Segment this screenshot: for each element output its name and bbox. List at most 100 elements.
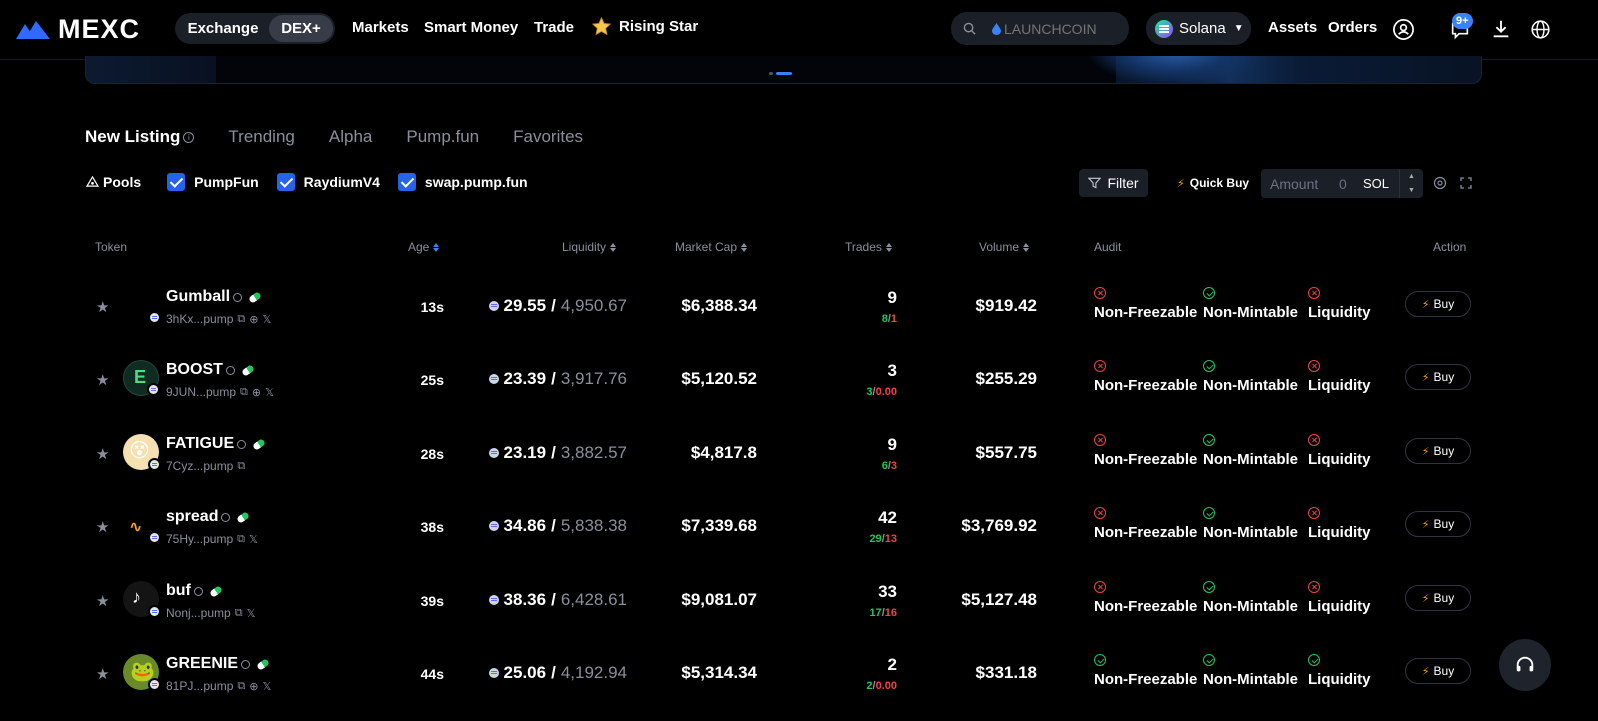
stepper-down-icon[interactable]: ▼ [1408, 187, 1415, 195]
x-twitter-icon[interactable]: 𝕏 [249, 533, 258, 546]
nav-rising-star[interactable]: Rising Star [591, 16, 698, 37]
audit-liquidity: Liquidity [1308, 343, 1374, 416]
download-icon[interactable] [1488, 16, 1514, 42]
table-row[interactable]: ★ ∿ spread 75Hy...pump ⧉ 𝕏 38s 34.86 / 5… [0, 490, 1598, 563]
exchange-toggle[interactable]: Exchange [187, 20, 259, 37]
search-input[interactable] [1004, 20, 1124, 37]
table-row[interactable]: ★ E BOOST 9JUN...pump ⧉ ⊕ 𝕏 25s 23.39 / … [0, 343, 1598, 416]
stepper-up-icon[interactable]: ▲ [1408, 172, 1415, 180]
audit-item: Liquidity [1308, 287, 1374, 321]
chain-selector[interactable]: Solana ▼ [1146, 12, 1251, 45]
favorite-star-icon[interactable]: ★ [96, 519, 110, 536]
token-name-line[interactable]: FATIGUE [166, 435, 267, 453]
favorite-star-icon[interactable]: ★ [96, 446, 110, 463]
x-twitter-icon[interactable]: 𝕏 [246, 607, 256, 620]
support-button[interactable] [1499, 639, 1551, 691]
token-name-line[interactable]: Gumball [166, 288, 262, 306]
copy-icon[interactable]: ⧉ [237, 459, 246, 472]
copy-icon[interactable]: ⧉ [240, 385, 248, 398]
nav-trade[interactable]: Trade [534, 19, 575, 36]
quick-buy-button[interactable]: ⚡ Buy [1405, 585, 1471, 611]
tab-pump-fun[interactable]: Pump.fun [406, 127, 480, 146]
nav-smart-money[interactable]: Smart Money [424, 19, 519, 36]
notification-badge: 9+ [1452, 13, 1473, 29]
info-icon[interactable]: i [183, 132, 195, 144]
search-icon[interactable] [241, 659, 251, 669]
copy-icon[interactable]: ⧉ [237, 312, 246, 325]
token-age: 44s [420, 666, 444, 682]
buy-sell-count: 8/1 [882, 313, 897, 325]
website-globe-icon[interactable]: ⊕ [249, 313, 259, 326]
mexc-logo[interactable]: MEXC [16, 14, 140, 45]
copy-icon[interactable]: ⧉ [234, 606, 243, 619]
table-row[interactable]: ★ 😵 FATIGUE 7Cyz...pump ⧉ 28s 23.19 / 3,… [0, 417, 1598, 490]
quick-buy-button[interactable]: ⚡ Buy [1405, 658, 1471, 684]
x-twitter-icon[interactable]: 𝕏 [262, 680, 272, 693]
liquidity-sol: 29.55 [503, 296, 547, 315]
website-globe-icon[interactable]: ⊕ [251, 386, 262, 399]
buy-label: Buy [1433, 297, 1455, 311]
search-icon[interactable] [193, 586, 203, 596]
amount-value[interactable]: 0 [1339, 175, 1347, 192]
search-icon[interactable] [221, 512, 231, 522]
token-name-line[interactable]: BOOST [166, 361, 255, 379]
x-twitter-icon[interactable]: 𝕏 [265, 386, 274, 399]
quick-buy-button[interactable]: ⚡ Buy [1405, 511, 1471, 537]
col-trades[interactable]: Trades [845, 240, 892, 254]
tab-new-listing[interactable]: New Listing i [85, 127, 195, 147]
expand-icon[interactable] [1459, 176, 1473, 190]
search-box[interactable] [951, 12, 1129, 45]
col-market-cap[interactable]: Market Cap [675, 240, 748, 254]
nav-assets[interactable]: Assets [1268, 19, 1318, 36]
x-circle-icon [1308, 360, 1320, 372]
favorite-star-icon[interactable]: ★ [96, 666, 110, 683]
nav-markets[interactable]: Markets [352, 19, 409, 36]
globe-icon[interactable] [1527, 16, 1553, 42]
quick-buy-amount-input[interactable]: Amount 0 SOL ▲ ▼ [1261, 169, 1423, 198]
favorite-star-icon[interactable]: ★ [96, 299, 110, 316]
liquidity-cell: 23.19 / 3,882.57 [488, 443, 627, 463]
tab-new-listing-label: New Listing [85, 127, 181, 146]
quick-buy-button[interactable]: ⚡ Buy [1405, 438, 1471, 464]
website-globe-icon[interactable]: ⊕ [249, 680, 259, 693]
carousel-dot[interactable] [769, 72, 773, 75]
table-row[interactable]: ★ 🐸 GREENIE 81PJ...pump ⧉ ⊕ 𝕏 44s 25.06 … [0, 637, 1598, 710]
amount-stepper[interactable]: ▲ ▼ [1399, 169, 1423, 198]
tab-favorites[interactable]: Favorites [513, 127, 584, 146]
search-icon[interactable] [237, 439, 247, 449]
sell-count: 16 [884, 607, 897, 619]
col-age[interactable]: Age [408, 240, 440, 254]
x-twitter-icon[interactable]: 𝕏 [262, 313, 272, 326]
copy-icon[interactable]: ⧉ [237, 679, 246, 692]
account-icon[interactable] [1390, 16, 1416, 42]
tab-alpha[interactable]: Alpha [328, 127, 373, 146]
quick-buy-button[interactable]: ⚡ Buy [1405, 364, 1471, 390]
audit-label: Non-Freezable [1094, 304, 1198, 321]
promo-banner[interactable] [85, 56, 1482, 84]
audit-item: Liquidity [1308, 581, 1374, 615]
pill-icon [240, 363, 255, 377]
token-name-line[interactable]: spread [166, 508, 251, 526]
col-volume[interactable]: Volume [979, 240, 1030, 254]
dex-plus-toggle[interactable]: DEX+ [269, 15, 333, 42]
pool-checkbox-pumpfun[interactable]: PumpFun [167, 173, 259, 191]
favorite-star-icon[interactable]: ★ [96, 593, 110, 610]
filter-button[interactable]: Filter [1079, 169, 1148, 197]
tab-trending[interactable]: Trending [228, 127, 295, 146]
table-row[interactable]: ★ ♪ buf Nonj...pump ⧉ 𝕏 39s 38.36 / 6,42… [0, 564, 1598, 637]
token-name-line[interactable]: buf [166, 582, 223, 600]
favorite-star-icon[interactable]: ★ [96, 372, 110, 389]
market-cap: $5,314.34 [681, 663, 757, 682]
token-name-line[interactable]: GREENIE [166, 655, 270, 673]
nav-orders[interactable]: Orders [1328, 19, 1378, 36]
carousel-dot-active[interactable] [776, 72, 792, 75]
search-icon[interactable] [225, 365, 235, 375]
quick-buy-button[interactable]: ⚡ Buy [1405, 291, 1471, 317]
col-liquidity[interactable]: Liquidity [562, 240, 617, 254]
search-icon[interactable] [233, 292, 243, 302]
pool-checkbox-swap-pump-fun[interactable]: swap.pump.fun [397, 173, 528, 191]
settings-icon[interactable] [1433, 176, 1447, 190]
table-row[interactable]: ★ Gumball 3hKx...pump ⧉ ⊕ 𝕏 13s 29.55 / … [0, 270, 1598, 343]
pool-checkbox-raydiumv4[interactable]: RaydiumV4 [276, 173, 380, 191]
copy-icon[interactable]: ⧉ [237, 532, 246, 545]
